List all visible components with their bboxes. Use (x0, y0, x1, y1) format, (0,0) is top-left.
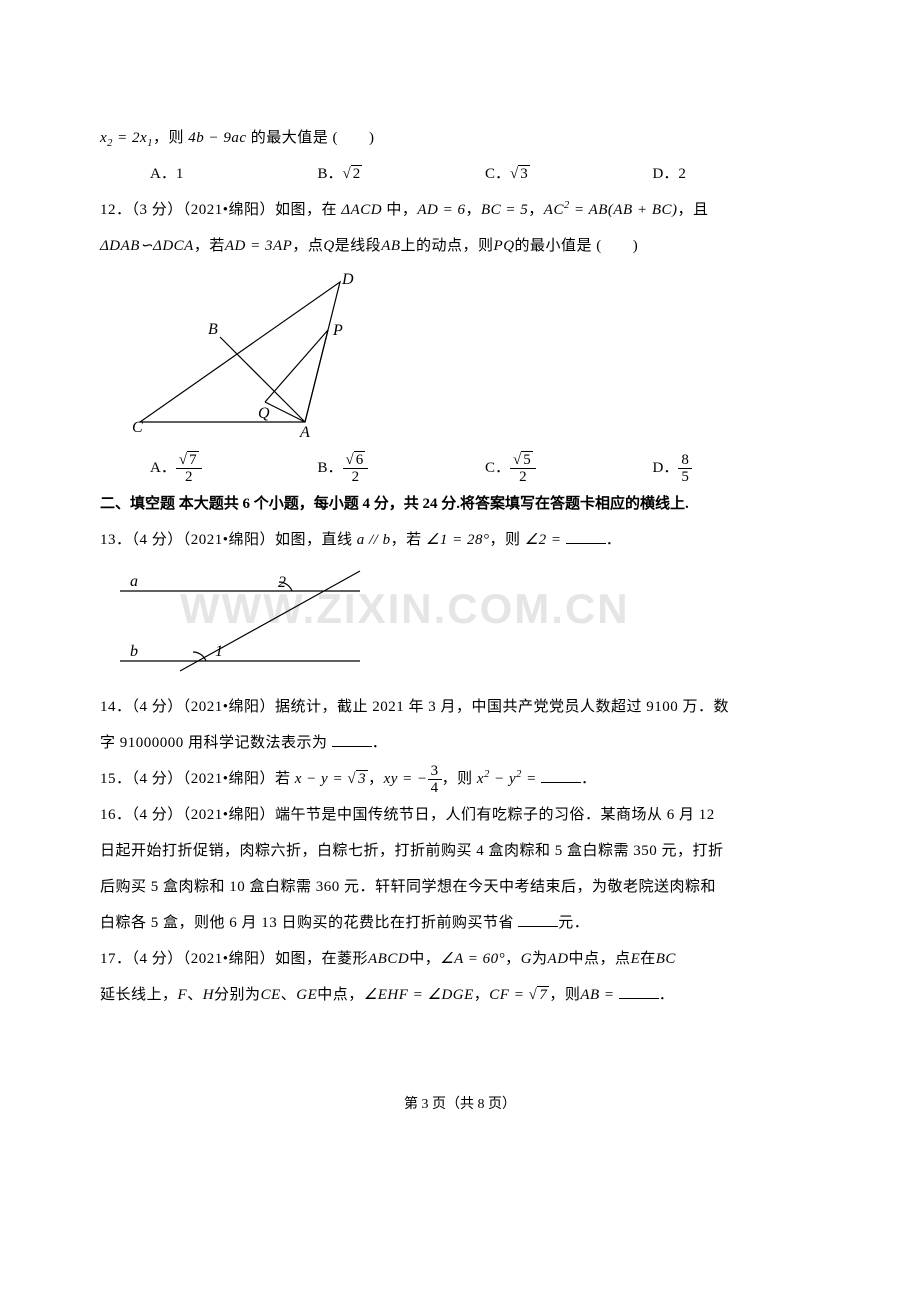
q13-figure: a b 1 2 (110, 566, 820, 681)
q13-line: 13．（4 分）（2021•绵阳）如图，直线 a // b，若 ∠1 = 28°… (100, 522, 820, 558)
q11-expr-left: x2 = 2x1 (100, 130, 153, 146)
q12-options: A．√72 B．√62 C．√52 D．85 (100, 450, 820, 486)
q12-opt-c: C．√52 (485, 450, 653, 486)
q14-line2: 字 91000000 用科学记数法表示为 ． (100, 725, 820, 761)
q16-l4: 白粽各 5 盒，则他 6 月 13 日购买的花费比在打折前购买节省 元． (100, 905, 820, 941)
q15-line: 15．（4 分）（2021•绵阳）若 x − y = √3，xy = −34，则… (100, 761, 820, 797)
section2-title: 二、填空题 本大题共 6 个小题，每小题 4 分，共 24 分.将答案填写在答题… (100, 486, 820, 522)
svg-text:A: A (299, 424, 310, 437)
q11-tail-line: x2 = 2x1，则 4b − 9ac 的最大值是 ( ) (100, 120, 820, 156)
svg-text:Q: Q (258, 405, 270, 422)
q12-opt-d: D．85 (653, 450, 821, 486)
svg-text:B: B (208, 321, 218, 338)
svg-text:C: C (132, 419, 143, 436)
q17-l2: 延长线上，F、H分别为CE、GE中点，∠EHF = ∠DGE，CF = √7，则… (100, 977, 820, 1013)
q16-l2: 日起开始打折促销，肉粽六折，白粽七折，打折前购买 4 盒肉粽和 5 盒白粽需 3… (100, 833, 820, 869)
svg-text:a: a (130, 573, 138, 590)
svg-text:P: P (332, 322, 343, 339)
svg-text:b: b (130, 643, 138, 660)
svg-text:2: 2 (278, 574, 286, 591)
q12-line1: 12．（3 分）（2021•绵阳）如图，在 ΔACD 中，AD = 6，BC =… (100, 192, 820, 228)
q11-opt-a: A．1 (150, 156, 318, 192)
q11-options: A．1 B．√2 C．√3 D．2 (100, 156, 820, 192)
q11-opt-d: D．2 (653, 156, 821, 192)
q12-opt-a: A．√72 (150, 450, 318, 486)
q11-after: 的最大值是 ( ) (251, 130, 375, 146)
svg-text:1: 1 (215, 643, 223, 660)
q12-opt-b: B．√62 (318, 450, 486, 486)
q16-l3: 后购买 5 盒肉粽和 10 盒白粽需 360 元．轩轩同学想在今天中考结束后，为… (100, 869, 820, 905)
q11-mid: ，则 (153, 130, 184, 146)
page-footer: 第 3 页（共 8 页） (100, 1093, 820, 1113)
q14-line1: 14．（4 分）（2021•绵阳）据统计，截止 2021 年 3 月，中国共产党… (100, 689, 820, 725)
svg-text:D: D (341, 272, 354, 288)
q11-opt-b: B．√2 (318, 156, 486, 192)
q16-l1: 16．（4 分）（2021•绵阳）端午节是中国传统节日，人们有吃粽子的习俗．某商… (100, 797, 820, 833)
q12-line2: ΔDAB∽ΔDCA，若AD = 3AP，点Q是线段AB上的动点，则PQ的最小值是… (100, 228, 820, 264)
q11-opt-c: C．√3 (485, 156, 653, 192)
q17-l1: 17．（4 分）（2021•绵阳）如图，在菱形ABCD中，∠A = 60°，G为… (100, 941, 820, 977)
q11-expr-main: 4b − 9ac (188, 130, 246, 146)
q12-figure: C A D B P Q (130, 272, 820, 442)
